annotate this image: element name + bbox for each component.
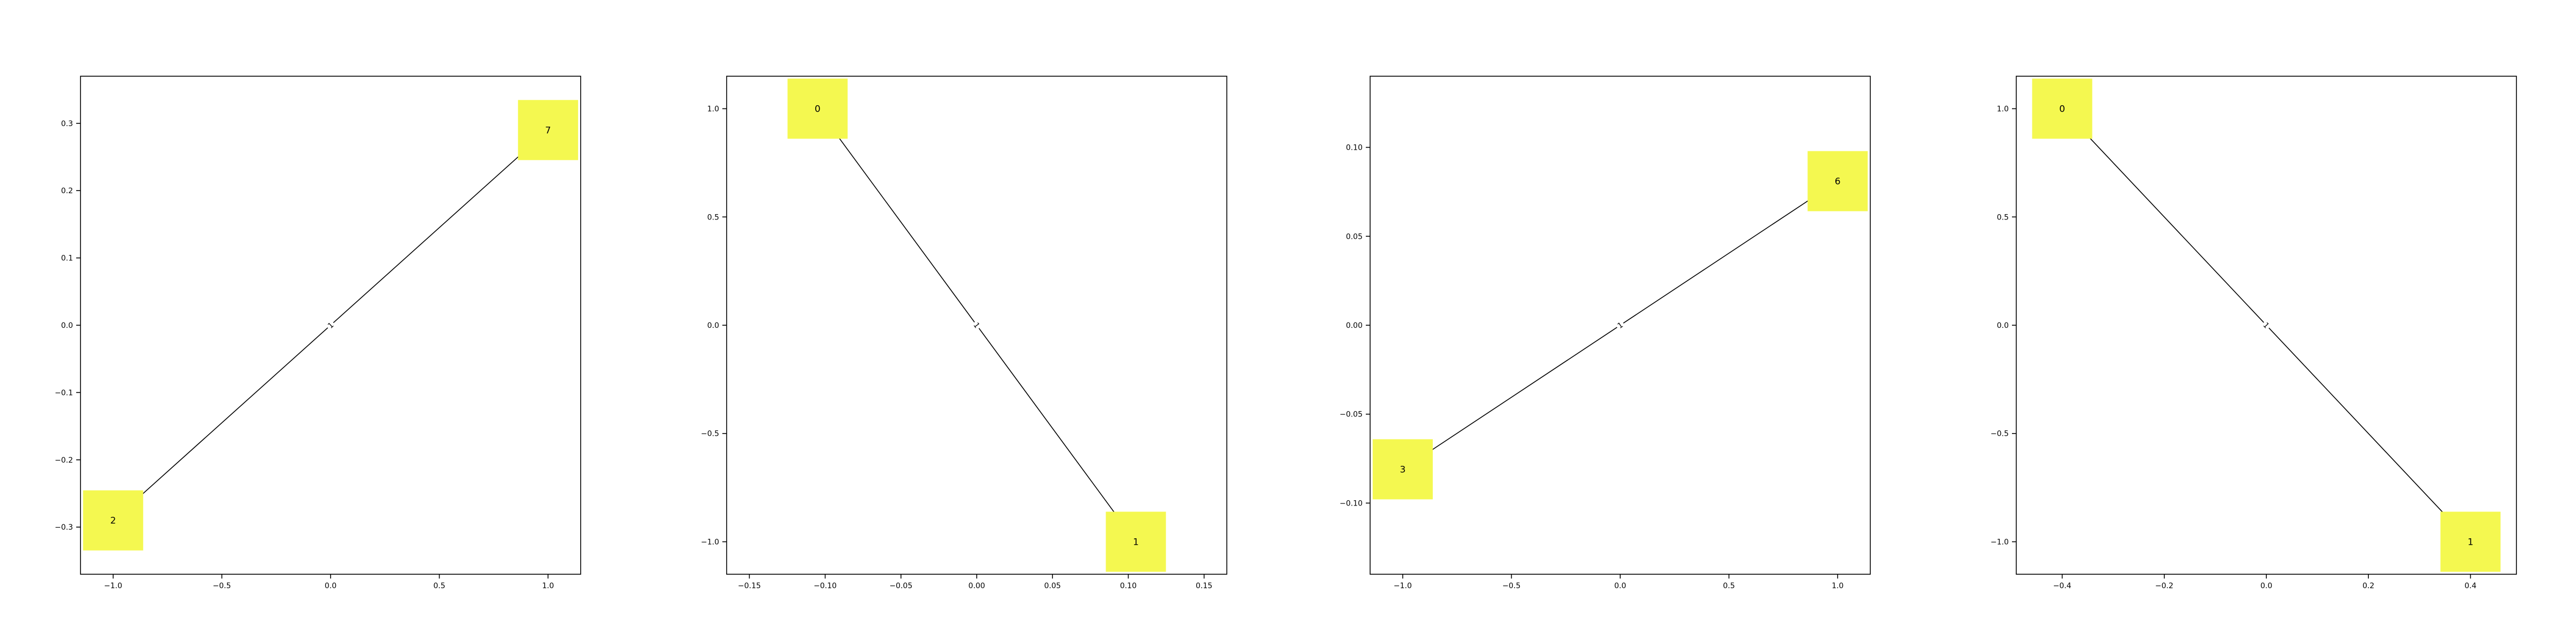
- y-tick-label: 1.0: [707, 105, 719, 114]
- edge-label-background: [1614, 319, 1626, 332]
- x-tick-label: −0.4: [2053, 582, 2072, 590]
- edge-label-group: 1: [1614, 319, 1626, 332]
- node-label: 0: [815, 104, 821, 115]
- edge-label-background: [324, 319, 337, 332]
- x-tick-label: −0.15: [738, 582, 761, 590]
- x-tick-label: 0.0: [325, 582, 336, 590]
- edge-label-background: [970, 319, 983, 331]
- y-tick-label: 1.0: [1997, 105, 2009, 114]
- graph-panel-4: −0.4 −0.2 0.0 0.2 0.4 −1.0 −0.5 0.0 0.5 1.0 1 0 1: [1990, 76, 2517, 590]
- edge-label-group: 1: [2260, 319, 2273, 332]
- x-tick-label: 0.10: [1120, 582, 1137, 590]
- y-tick-label: 0.0: [61, 321, 73, 330]
- y-tick-label: 0.0: [1997, 321, 2009, 330]
- graph-node: [2032, 78, 2092, 139]
- x-tick-label: 0.4: [2464, 582, 2476, 590]
- x-tick-label: 1.0: [1832, 582, 1843, 590]
- x-tick-label: −0.5: [213, 582, 231, 590]
- y-tick-label: 0.1: [61, 254, 73, 263]
- graph-node: [2440, 511, 2501, 572]
- x-tick-label: −0.5: [1502, 582, 1520, 590]
- x-tick-label: 0.2: [2362, 582, 2374, 590]
- edge-label-background: [2260, 319, 2273, 332]
- y-tick-label: 0.0: [707, 321, 719, 330]
- x-tick-label: −0.05: [889, 582, 912, 590]
- graph-node: [83, 490, 143, 551]
- edge-label-group: 1: [970, 319, 983, 331]
- x-tick-label: 0.0: [2260, 582, 2272, 590]
- node-label: 6: [1835, 177, 1841, 187]
- x-tick-label: −1.0: [104, 582, 122, 590]
- y-tick-label: 0.5: [1997, 213, 2009, 222]
- graph-node: [1372, 439, 1433, 500]
- graph-panel-2: −0.15 −0.10 −0.05 0.00 0.05 0.10 0.15−1.0−0.50…: [701, 76, 1227, 590]
- x-tick-label: 0.5: [1723, 582, 1735, 590]
- edge-label-group: 1: [324, 319, 337, 332]
- y-tick-label: −0.1: [55, 389, 73, 397]
- y-tick-label: 0.3: [61, 120, 73, 128]
- x-tick-label: 0.5: [433, 582, 445, 590]
- y-tick-label: 0.05: [1346, 232, 1363, 241]
- node-label: 0: [2059, 104, 2065, 115]
- x-tick-label: 0.0: [1614, 582, 1626, 590]
- y-tick-label: −1.0: [701, 538, 719, 546]
- x-tick-label: 1.0: [542, 582, 554, 590]
- graph-node: [1807, 151, 1868, 211]
- y-tick-label: 0.5: [707, 213, 719, 222]
- graph-node: [518, 100, 579, 160]
- y-tick-label: 0.10: [1346, 144, 1363, 152]
- y-tick-label: 0.00: [1346, 321, 1363, 330]
- x-tick-label: 0.15: [1196, 582, 1212, 590]
- y-tick-label: −0.05: [1340, 411, 1363, 419]
- x-tick-label: 0.05: [1044, 582, 1061, 590]
- graph-node: [787, 78, 848, 139]
- node-label: 1: [2468, 537, 2473, 547]
- x-tick-label: 0.00: [968, 582, 985, 590]
- graph-panel-1: −1.0 −0.5 0.0 0.5 1.0 −0.3 −0.2 −0.1 0.0 0.1 0.2 0.…: [55, 76, 581, 590]
- x-tick-label: −0.2: [2155, 582, 2174, 590]
- node-label: 7: [545, 125, 551, 136]
- y-tick-label: −0.10: [1340, 499, 1363, 508]
- y-tick-label: −1.0: [1990, 538, 2009, 546]
- y-tick-label: −0.5: [1990, 430, 2009, 438]
- y-tick-label: −0.2: [55, 456, 73, 465]
- graph-node: [1106, 511, 1166, 572]
- graph-panel-3: −1.0 −0.5 0.0 0.5 1.0 −0.10 −0.05 0.00 0.05 0.10 1…: [1340, 76, 1871, 590]
- y-tick-label: 0.2: [61, 187, 73, 195]
- node-label: 1: [1133, 537, 1139, 547]
- node-label: 3: [1400, 464, 1406, 475]
- x-tick-label: −1.0: [1394, 582, 1412, 590]
- x-tick-label: −0.10: [814, 582, 837, 590]
- y-tick-label: −0.3: [55, 523, 73, 532]
- y-tick-label: −0.5: [701, 430, 719, 438]
- node-label: 2: [110, 516, 116, 526]
